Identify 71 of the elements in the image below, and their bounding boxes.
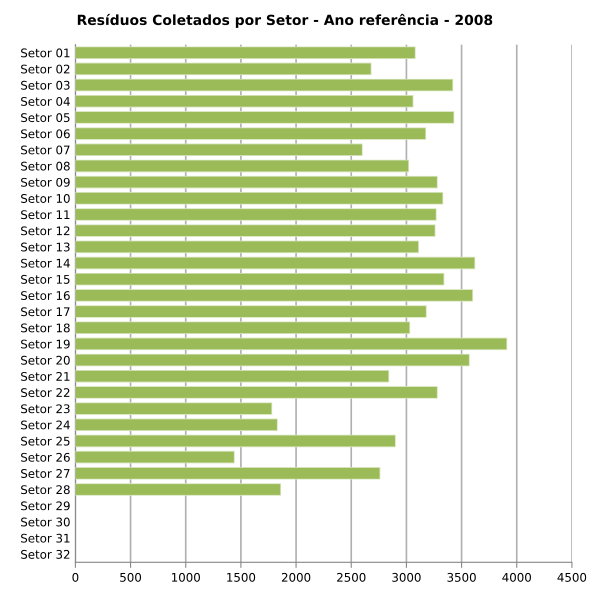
y-tick-label: Setor 05 bbox=[21, 113, 70, 122]
bar bbox=[75, 95, 414, 108]
y-tick-label: Setor 03 bbox=[21, 80, 70, 90]
x-tick-label: 3500 bbox=[447, 572, 476, 582]
x-tick-label: 3000 bbox=[392, 572, 421, 582]
y-tick-label: Setor 04 bbox=[21, 96, 70, 106]
y-tick-label: Setor 29 bbox=[21, 501, 70, 510]
y-tick-label: Setor 22 bbox=[21, 388, 70, 398]
x-tick-label: 0 bbox=[72, 572, 78, 582]
bar bbox=[75, 111, 454, 124]
y-tick-label: Setor 32 bbox=[21, 550, 70, 559]
bar bbox=[75, 434, 396, 448]
bar bbox=[75, 467, 380, 480]
y-tick-label: Setor 14 bbox=[21, 258, 70, 268]
y-tick-label: Setor 12 bbox=[21, 226, 70, 236]
y-tick-label: Setor 02 bbox=[21, 64, 70, 74]
x-tick-label: 1500 bbox=[227, 572, 256, 582]
x-tick-label: 2500 bbox=[337, 572, 366, 582]
bar bbox=[75, 321, 410, 334]
x-tick-label: 500 bbox=[120, 572, 142, 582]
y-tick-label: Setor 16 bbox=[21, 291, 70, 300]
y-tick-label: Setor 06 bbox=[21, 129, 70, 138]
chart-title: Resíduos Coletados por Setor - Ano referência - 2008 bbox=[78, 14, 492, 28]
bar bbox=[75, 160, 410, 172]
y-tick-label: Setor 15 bbox=[21, 274, 70, 284]
bar bbox=[75, 127, 426, 140]
bar bbox=[75, 450, 235, 464]
y-tick-label: Setor 27 bbox=[21, 469, 70, 478]
x-tick-label: 2000 bbox=[282, 572, 310, 582]
bar bbox=[75, 144, 363, 156]
y-tick-label: Setor 07 bbox=[21, 145, 70, 154]
bar bbox=[75, 483, 282, 496]
y-tick-label: Setor 18 bbox=[21, 323, 70, 332]
bar bbox=[75, 62, 372, 76]
bar bbox=[75, 224, 436, 237]
y-tick-label: Setor 26 bbox=[21, 452, 70, 462]
y-tick-label: Setor 21 bbox=[21, 372, 70, 381]
bar bbox=[75, 354, 470, 366]
y-tick-label: Setor 25 bbox=[21, 436, 70, 446]
y-tick-label: Setor 31 bbox=[21, 534, 70, 543]
y-tick-label: Setor 30 bbox=[21, 518, 70, 526]
bar bbox=[75, 338, 508, 350]
x-tick-label: 1000 bbox=[172, 572, 200, 582]
y-tick-label: Setor 24 bbox=[21, 420, 70, 430]
bar bbox=[75, 78, 454, 92]
y-tick-label: Setor 23 bbox=[21, 404, 70, 414]
bar bbox=[75, 46, 416, 59]
bar bbox=[75, 240, 419, 254]
bar bbox=[75, 176, 438, 188]
bar bbox=[75, 386, 438, 399]
y-tick-label: Setor 11 bbox=[21, 210, 70, 220]
y-tick-label: Setor 28 bbox=[21, 485, 70, 494]
bar bbox=[75, 192, 444, 205]
x-tick-label: 4000 bbox=[502, 572, 531, 582]
y-tick-label: Setor 10 bbox=[21, 194, 70, 203]
y-tick-label: Setor 13 bbox=[21, 242, 70, 252]
bar bbox=[75, 305, 427, 318]
y-tick-label: Setor 17 bbox=[21, 307, 70, 316]
bar bbox=[75, 418, 278, 432]
y-tick-label: Setor 09 bbox=[21, 178, 70, 187]
bar bbox=[75, 402, 272, 415]
bar bbox=[75, 272, 444, 286]
bar bbox=[75, 289, 474, 302]
y-tick-label: Setor 08 bbox=[21, 162, 70, 171]
bar bbox=[75, 370, 390, 382]
y-tick-label: Setor 01 bbox=[21, 48, 70, 58]
bar bbox=[75, 256, 476, 270]
y-tick-label: Setor 20 bbox=[21, 356, 70, 365]
bar bbox=[75, 208, 437, 221]
x-tick-label: 4500 bbox=[557, 572, 586, 582]
y-tick-label: Setor 19 bbox=[21, 340, 70, 349]
